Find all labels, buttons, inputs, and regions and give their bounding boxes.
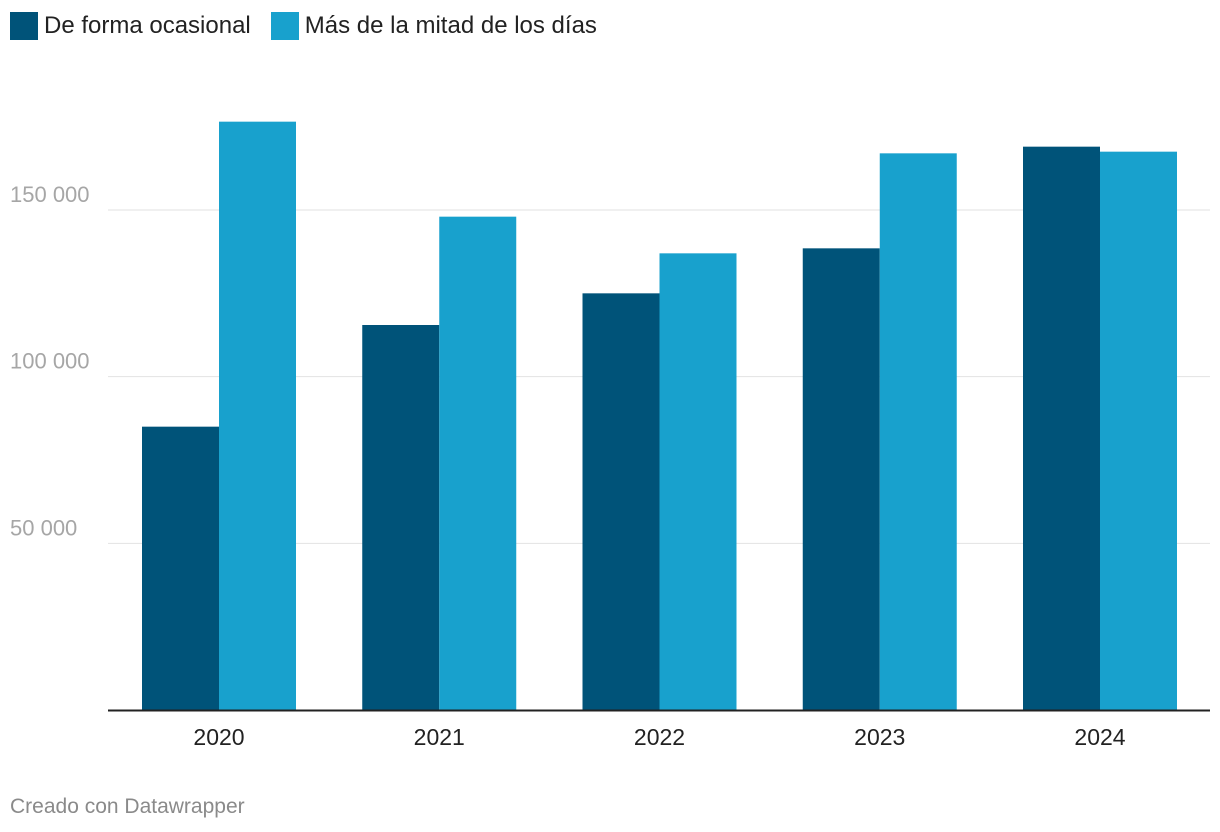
x-tick-label-2023: 2023 (854, 724, 905, 750)
y-tick-label: 150 000 (10, 182, 90, 207)
y-tick-label: 100 000 (10, 349, 90, 374)
legend-item-mitad-dias: Más de la mitad de los días (270, 12, 597, 40)
bars (142, 121, 1177, 711)
bar-2020-series-0 (142, 426, 219, 710)
y-axis-labels: 50 000 100 000 150 000 (10, 182, 90, 540)
bar-2024-series-1 (1100, 151, 1177, 710)
bar-2020-series-1 (219, 121, 296, 710)
bar-2023-series-1 (879, 153, 957, 711)
bar-2021-series-0 (362, 325, 440, 710)
x-tick-label-2022: 2022 (634, 724, 685, 750)
bar-2022-series-1 (659, 253, 737, 711)
bar-2022-series-0 (582, 293, 660, 710)
legend-swatch-ocasional (10, 12, 38, 40)
bar-2024-series-0 (1023, 146, 1100, 710)
x-tick-label-2024: 2024 (1074, 724, 1125, 750)
bar-2023-series-0 (802, 248, 880, 711)
legend-label-mitad-dias: Más de la mitad de los días (304, 12, 597, 39)
y-tick-label: 50 000 (10, 515, 77, 540)
x-tick-label-2021: 2021 (414, 724, 465, 750)
legend-label-ocasional: De forma ocasional (44, 12, 251, 39)
legend: De forma ocasional Más de la mitad de lo… (10, 12, 617, 40)
footer-credit: Creado con Datawrapper (10, 795, 245, 818)
x-axis: 2020 2021 2022 2023 2024 (108, 709, 1210, 750)
legend-item-ocasional: De forma ocasional (10, 12, 251, 40)
x-tick-label-2020: 2020 (193, 724, 244, 750)
bar-2021-series-1 (439, 216, 517, 710)
legend-swatch-mitad-dias (270, 12, 299, 40)
